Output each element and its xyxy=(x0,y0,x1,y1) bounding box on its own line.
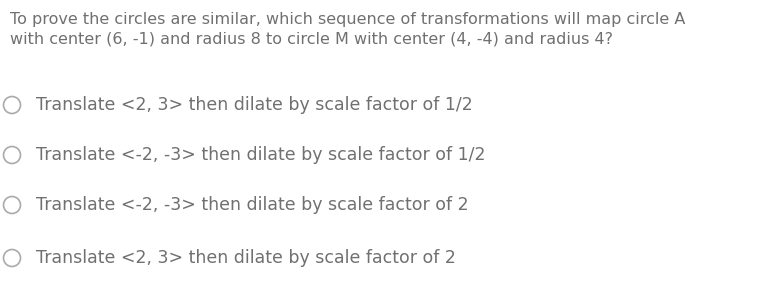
Text: Translate <-2, -3> then dilate by scale factor of 2: Translate <-2, -3> then dilate by scale … xyxy=(36,196,469,214)
Text: Translate <2, 3> then dilate by scale factor of 1/2: Translate <2, 3> then dilate by scale fa… xyxy=(36,96,473,114)
Text: Translate <-2, -3> then dilate by scale factor of 1/2: Translate <-2, -3> then dilate by scale … xyxy=(36,146,486,164)
Text: with center (6, -1) and radius 8 to circle M with center (4, -4) and radius 4?: with center (6, -1) and radius 8 to circ… xyxy=(10,32,613,47)
Text: To prove the circles are similar, which sequence of transformations will map cir: To prove the circles are similar, which … xyxy=(10,12,686,27)
Text: Translate <2, 3> then dilate by scale factor of 2: Translate <2, 3> then dilate by scale fa… xyxy=(36,249,456,267)
